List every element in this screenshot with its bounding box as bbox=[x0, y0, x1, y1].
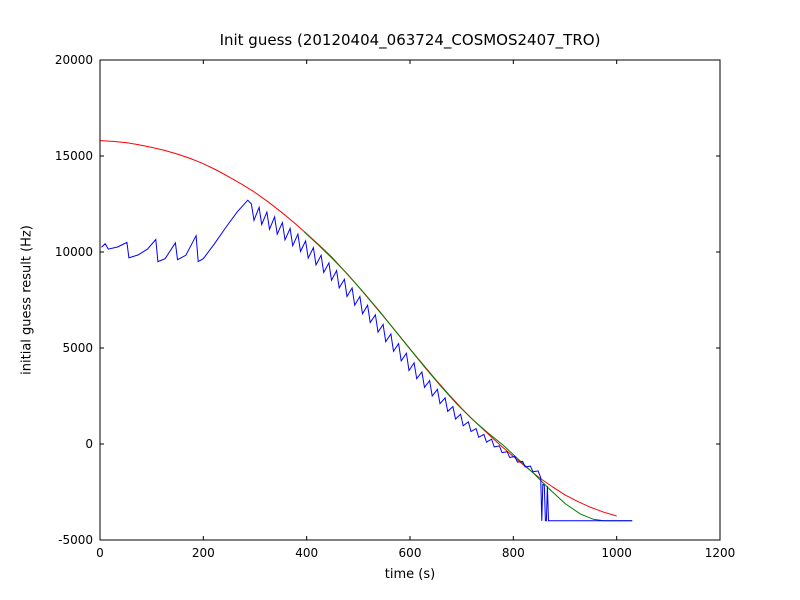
x-tick-label: 400 bbox=[295, 546, 318, 560]
y-tick-label: 15000 bbox=[55, 149, 93, 163]
x-tick-label: 1200 bbox=[705, 546, 736, 560]
y-tick-label: 10000 bbox=[55, 245, 93, 259]
y-tick-label: -5000 bbox=[58, 533, 93, 547]
axes-frame bbox=[99, 59, 721, 541]
x-tick-label: 200 bbox=[192, 546, 215, 560]
y-tick-label: 20000 bbox=[55, 53, 93, 67]
x-tick-label: 0 bbox=[96, 546, 104, 560]
series-green-smooth-fit-curve bbox=[303, 231, 633, 522]
series-blue-initial-guess-signal bbox=[101, 199, 633, 522]
y-tick-label: 5000 bbox=[62, 341, 93, 355]
y-tick-label: 0 bbox=[85, 437, 93, 451]
x-tick-label: 800 bbox=[502, 546, 525, 560]
chart-title: Init guess (20120404_063724_COSMOS2407_T… bbox=[219, 31, 601, 49]
series-red-smooth-model-curve bbox=[99, 140, 617, 517]
x-axis-label: time (s) bbox=[384, 567, 436, 582]
x-tick-label: 1000 bbox=[601, 546, 632, 560]
x-tick-label: 600 bbox=[399, 546, 422, 560]
